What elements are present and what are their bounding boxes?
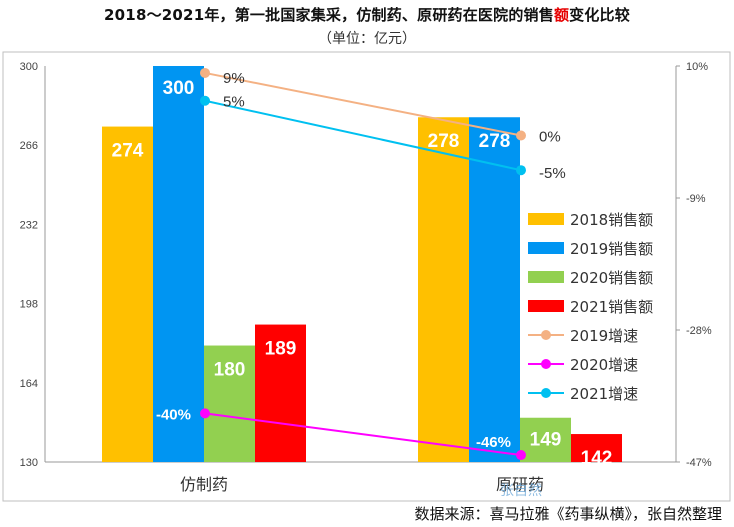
legend-label: 2019销售额: [570, 240, 653, 258]
data-label: 274: [112, 141, 144, 162]
bar-2020销售额-原研药: [520, 417, 571, 462]
data-label: 180: [214, 360, 246, 381]
line-2021增速: [204, 99, 522, 172]
point-2021增速: [200, 95, 210, 106]
legend-swatch: [528, 213, 564, 225]
legend-label: 2019增速: [570, 327, 638, 345]
watermark-text: 张自然: [500, 483, 542, 499]
data-label: 189: [265, 339, 297, 360]
bar-2021销售额-原研药: [571, 434, 622, 462]
line-data-label: -40%: [156, 406, 191, 423]
legend-label: 2020销售额: [570, 269, 653, 287]
y-tick-label: 198: [20, 299, 38, 311]
line-data-label: -46%: [476, 434, 511, 451]
line-data-label: 9%: [223, 70, 245, 87]
line-data-label: 0%: [539, 128, 561, 145]
y-tick-label: 232: [20, 219, 38, 231]
source-note: 数据来源：喜马拉雅《药事纵横》，张自然整理: [414, 505, 722, 523]
chart-frame: [2, 51, 731, 502]
legend-marker: [541, 359, 551, 369]
bar-2019销售额-原研药: [469, 117, 520, 462]
y-tick-label: 164: [20, 378, 38, 390]
y-tick-label: 130: [20, 457, 38, 469]
bar-2018销售额-仿制药: [102, 126, 153, 463]
y-tick-label: 266: [20, 140, 38, 152]
line-data-label: 5%: [223, 94, 245, 111]
legend-label: 2018销售额: [570, 211, 653, 229]
y-tick-label: 300: [20, 61, 38, 73]
y2-tick-label: -9%: [686, 193, 706, 205]
data-label: 300: [163, 78, 195, 99]
legend-swatch: [528, 300, 564, 312]
data-label: 278: [428, 131, 460, 152]
legend-marker: [541, 388, 551, 398]
data-label: 149: [530, 430, 562, 451]
point-2019增速: [516, 130, 526, 141]
legend-marker: [541, 330, 551, 340]
data-label: 278: [479, 131, 511, 152]
bar-2020销售额-仿制药: [204, 345, 255, 462]
legend-label: 2021销售额: [570, 298, 653, 316]
line-data-label: -5%: [539, 165, 566, 182]
legend-swatch: [528, 242, 564, 254]
line-2019增速: [204, 71, 522, 137]
legend-swatch: [528, 271, 564, 283]
bar-2019销售额-仿制药: [153, 66, 204, 462]
y2-tick-label: -47%: [686, 457, 712, 469]
legend-label: 2020增速: [570, 356, 638, 374]
y2-tick-label: 10%: [686, 61, 708, 73]
chart-subtitle: （单位：亿元）: [318, 31, 416, 47]
line-2020增速: [204, 412, 522, 457]
bar-2018销售额-原研药: [418, 117, 469, 462]
point-2021增速: [516, 165, 526, 176]
legend-label: 2021增速: [570, 385, 638, 403]
data-label: 142: [581, 448, 613, 469]
x-category-label: 原研药: [496, 475, 544, 494]
x-category-label: 仿制药: [180, 475, 228, 494]
y2-tick-label: -28%: [686, 325, 712, 337]
point-2019增速: [200, 67, 210, 78]
point-2020增速: [200, 408, 210, 419]
point-2020增速: [516, 450, 526, 461]
bar-2021销售额-仿制药: [255, 324, 306, 462]
chart-title: 2018～2021年，第一批国家集采，仿制药、原研药在医院的销售额变化比较: [104, 6, 630, 24]
